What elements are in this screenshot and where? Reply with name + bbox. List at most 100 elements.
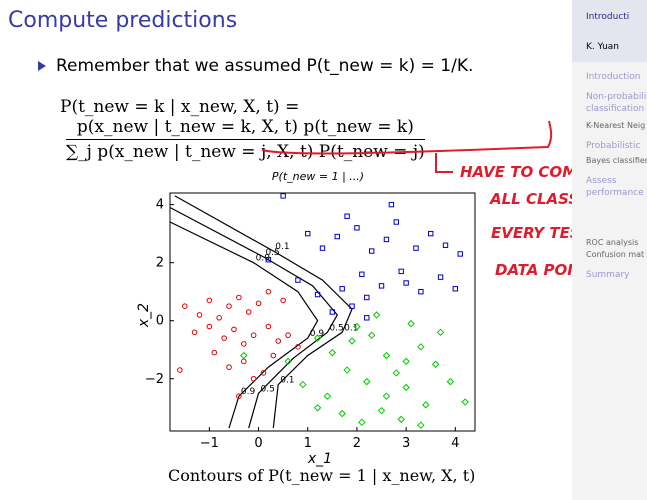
diamond-point bbox=[338, 409, 346, 418]
diamond-point bbox=[348, 337, 356, 345]
diamond-point bbox=[377, 406, 386, 415]
square-point bbox=[280, 193, 286, 199]
square-point bbox=[413, 245, 419, 251]
square-point bbox=[437, 274, 444, 280]
circle-point bbox=[211, 349, 218, 356]
circle-point bbox=[285, 332, 291, 339]
formula-lhs: P(t_new = k | x_new, X, t) = bbox=[60, 96, 300, 117]
contour-label: 0.1 bbox=[275, 242, 289, 252]
diamond-point bbox=[397, 415, 405, 424]
diamond-point bbox=[446, 377, 455, 386]
diamond-point bbox=[461, 398, 469, 406]
diamond-point bbox=[299, 380, 307, 389]
circle-point bbox=[265, 288, 272, 295]
diamond-point bbox=[417, 421, 425, 429]
diamond-point bbox=[382, 351, 391, 360]
plot-frame bbox=[169, 192, 476, 432]
square-point bbox=[442, 242, 449, 248]
sidebar-item[interactable]: Non-probabili bbox=[586, 92, 647, 102]
square-point bbox=[314, 291, 321, 298]
diamond-point bbox=[353, 322, 361, 331]
x-tick-label: 0 bbox=[254, 436, 262, 451]
diamond-point bbox=[367, 331, 376, 339]
sidebar-item[interactable]: Introducti bbox=[586, 12, 630, 22]
y-tick-label: −2 bbox=[145, 372, 164, 387]
square-point bbox=[428, 230, 434, 237]
diamond-point bbox=[328, 348, 337, 357]
slide-title: Compute predictions bbox=[8, 8, 238, 33]
contour-label: 0.5 bbox=[329, 323, 343, 333]
contour-label: 0.1 bbox=[280, 376, 294, 386]
diamond-point bbox=[392, 369, 400, 377]
sidebar-item[interactable]: Introduction bbox=[586, 72, 641, 82]
sidebar-item[interactable]: classification bbox=[586, 104, 645, 114]
circle-point bbox=[177, 367, 183, 373]
chart-title: P(t_new = 1 | ...) bbox=[272, 170, 364, 183]
square-point bbox=[403, 280, 409, 286]
sidebar-item[interactable]: Probabilistic bbox=[586, 141, 641, 151]
circle-point bbox=[270, 352, 277, 359]
circle-point bbox=[181, 303, 188, 309]
diamond-point bbox=[313, 404, 322, 412]
circle-point bbox=[196, 312, 203, 318]
square-point bbox=[368, 248, 375, 254]
contour-label: 0.9 bbox=[310, 329, 325, 339]
diamond-point bbox=[313, 334, 322, 342]
circle-point bbox=[226, 303, 232, 309]
square-point bbox=[359, 271, 365, 277]
circle-point bbox=[250, 375, 257, 382]
contour-lines: 0.10.10.10.50.50.50.90.90.9 bbox=[169, 195, 359, 429]
contour-line bbox=[169, 206, 339, 429]
square-point bbox=[344, 213, 350, 219]
x-tick-label: −1 bbox=[200, 436, 219, 451]
contour-label: 0.9 bbox=[241, 387, 256, 397]
circle-point bbox=[206, 297, 213, 304]
y-tick-label: 0 bbox=[156, 314, 164, 329]
square-point bbox=[393, 219, 399, 225]
diamond-point bbox=[363, 377, 371, 386]
sidebar-item[interactable]: K-Nearest Neig bbox=[586, 121, 646, 130]
diamond-point bbox=[422, 401, 430, 409]
circle-point bbox=[240, 358, 247, 365]
diamond-point bbox=[407, 319, 415, 328]
diamond-point bbox=[436, 328, 445, 337]
square-point bbox=[452, 286, 459, 292]
sidebar-item[interactable]: K. Yuan bbox=[586, 42, 620, 52]
circle-point bbox=[245, 309, 252, 315]
sidebar-item[interactable]: performance bbox=[586, 188, 644, 198]
square-point bbox=[319, 245, 326, 251]
square-point bbox=[383, 236, 390, 243]
circle-point bbox=[250, 332, 257, 339]
circle-point bbox=[295, 344, 301, 350]
sidebar-item[interactable]: Assess bbox=[586, 176, 617, 186]
bullet-text: Remember that we assumed P(t_new = k) = … bbox=[56, 56, 474, 76]
x-tick-label: 1 bbox=[304, 436, 312, 451]
diamond-point bbox=[417, 343, 425, 351]
circle-point bbox=[226, 364, 232, 370]
square-point bbox=[378, 283, 385, 289]
diamond-point bbox=[323, 392, 332, 400]
square-point bbox=[329, 309, 336, 315]
diamond-point bbox=[372, 311, 381, 319]
sidebar-item[interactable]: Summary bbox=[586, 270, 630, 280]
bullet-icon bbox=[38, 61, 46, 71]
diamond-point bbox=[240, 351, 248, 360]
sidebar-item[interactable]: Bayes classifier bbox=[586, 156, 647, 165]
y-tick-label: 2 bbox=[156, 256, 164, 271]
circle-point bbox=[231, 326, 237, 333]
sidebar-item[interactable]: Confusion mat bbox=[586, 250, 645, 259]
diamond-point bbox=[402, 357, 410, 366]
sidebar-item[interactable]: ROC analysis bbox=[586, 238, 639, 247]
square-point bbox=[457, 251, 463, 257]
circle-point bbox=[221, 335, 227, 341]
diamond-point bbox=[402, 383, 410, 392]
square-point bbox=[354, 225, 360, 231]
diamond-point bbox=[358, 418, 366, 426]
square-point bbox=[349, 303, 355, 309]
circle-point bbox=[265, 323, 272, 330]
square-point bbox=[305, 230, 311, 237]
diamond-point bbox=[284, 357, 292, 366]
x-tick-label: 3 bbox=[402, 436, 410, 451]
circle-point bbox=[236, 393, 242, 399]
